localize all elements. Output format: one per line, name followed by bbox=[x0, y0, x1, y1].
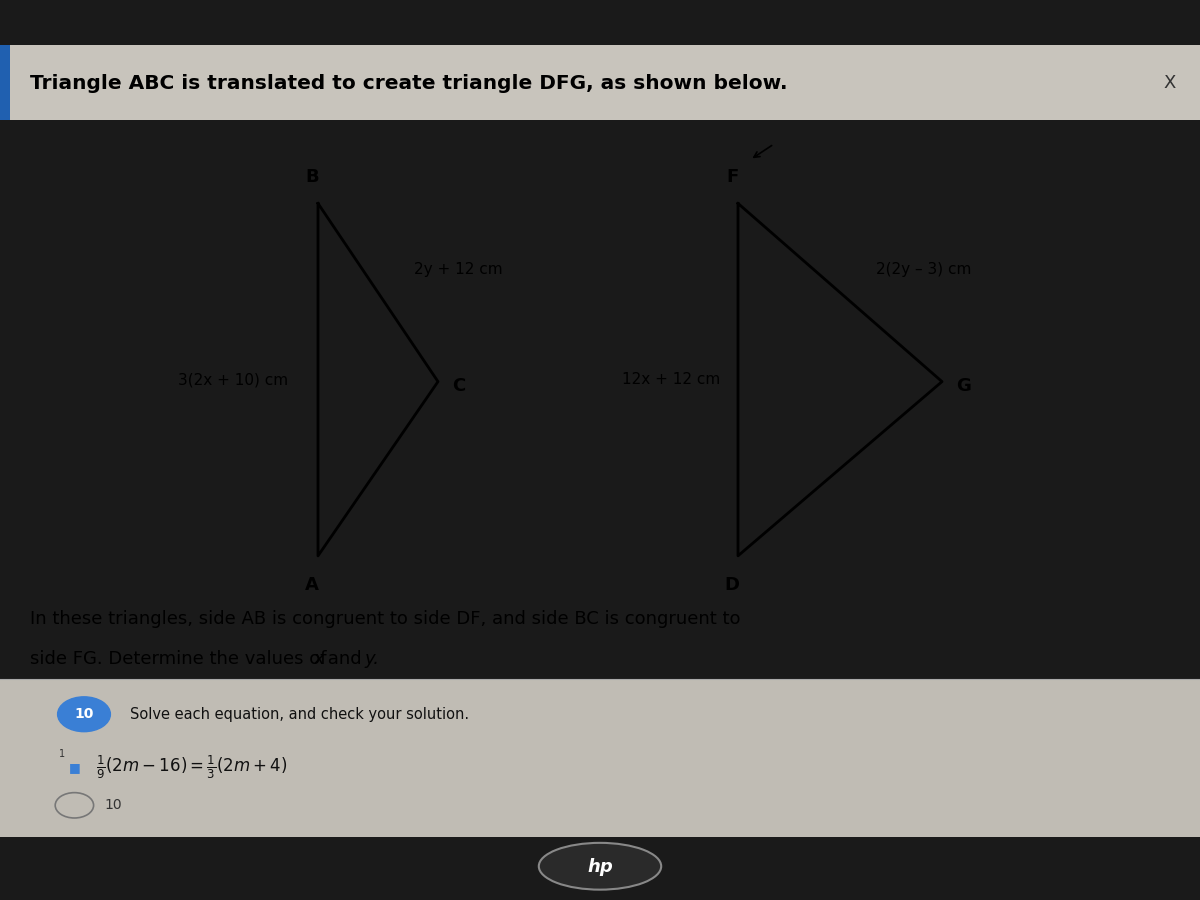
Text: In these triangles, side AB is congruent to side DF, and side BC is congruent to: In these triangles, side AB is congruent… bbox=[30, 610, 740, 628]
Text: hp: hp bbox=[587, 859, 613, 877]
Text: 12x + 12 cm: 12x + 12 cm bbox=[622, 372, 720, 387]
Text: D: D bbox=[725, 576, 739, 594]
Text: 3(2x + 10) cm: 3(2x + 10) cm bbox=[178, 372, 288, 387]
Text: x: x bbox=[313, 650, 324, 668]
Text: G: G bbox=[956, 376, 971, 394]
Text: X: X bbox=[1164, 74, 1176, 92]
Text: Solve each equation, and check your solution.: Solve each equation, and check your solu… bbox=[130, 706, 469, 722]
Text: 10: 10 bbox=[104, 798, 122, 813]
Text: side FG. Determine the values of: side FG. Determine the values of bbox=[30, 650, 332, 668]
Text: 2y + 12 cm: 2y + 12 cm bbox=[414, 262, 503, 276]
Circle shape bbox=[58, 697, 110, 732]
Text: C: C bbox=[452, 376, 466, 394]
Bar bbox=[0, 679, 1200, 837]
Text: and: and bbox=[322, 650, 367, 668]
Text: 10: 10 bbox=[74, 707, 94, 721]
Text: 2(2y – 3) cm: 2(2y – 3) cm bbox=[876, 262, 971, 276]
Text: $\frac{1}{9}(2m - 16) = \frac{1}{3}(2m + 4)$: $\frac{1}{9}(2m - 16) = \frac{1}{3}(2m +… bbox=[96, 753, 288, 781]
Text: ■: ■ bbox=[68, 760, 80, 774]
Text: 1: 1 bbox=[59, 749, 66, 759]
Text: F: F bbox=[726, 168, 738, 186]
Bar bbox=[0, 45, 10, 121]
Text: Triangle ABC is translated to create triangle DFG, as shown below.: Triangle ABC is translated to create tri… bbox=[30, 74, 787, 93]
Text: A: A bbox=[305, 576, 319, 594]
Bar bbox=[0, 45, 1200, 121]
Text: B: B bbox=[305, 168, 319, 186]
Text: y.: y. bbox=[365, 650, 379, 668]
Ellipse shape bbox=[539, 842, 661, 889]
